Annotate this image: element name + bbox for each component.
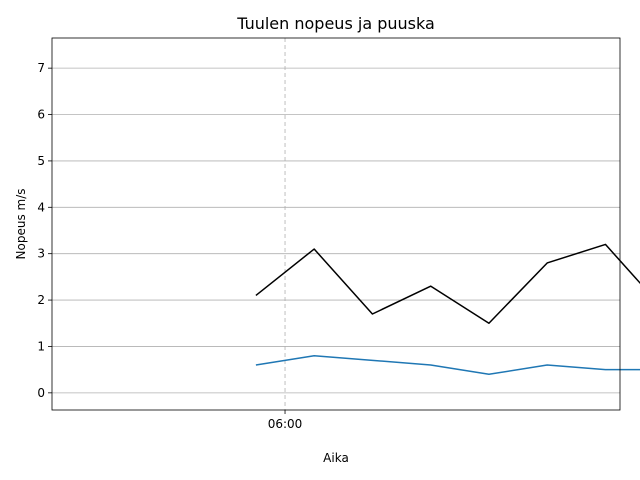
x-tick-label: 06:00 bbox=[268, 417, 303, 431]
y-tick-label: 4 bbox=[37, 200, 45, 214]
y-tick-label: 7 bbox=[37, 61, 45, 75]
y-tick-label: 6 bbox=[37, 108, 45, 122]
y-tick-label: 0 bbox=[37, 386, 45, 400]
y-tick-label: 3 bbox=[37, 247, 45, 261]
plot-frame bbox=[51, 37, 621, 411]
chart-title: Tuulen nopeus ja puuska bbox=[236, 14, 435, 33]
y-tick-label: 1 bbox=[37, 339, 45, 353]
x-axis-label: Aika bbox=[323, 451, 349, 465]
data-line bbox=[255, 354, 640, 376]
data-line bbox=[255, 243, 640, 325]
y-tick-label: 2 bbox=[37, 293, 45, 307]
y-axis-label: Nopeus m/s bbox=[14, 189, 28, 260]
y-tick-label: 5 bbox=[37, 154, 45, 168]
